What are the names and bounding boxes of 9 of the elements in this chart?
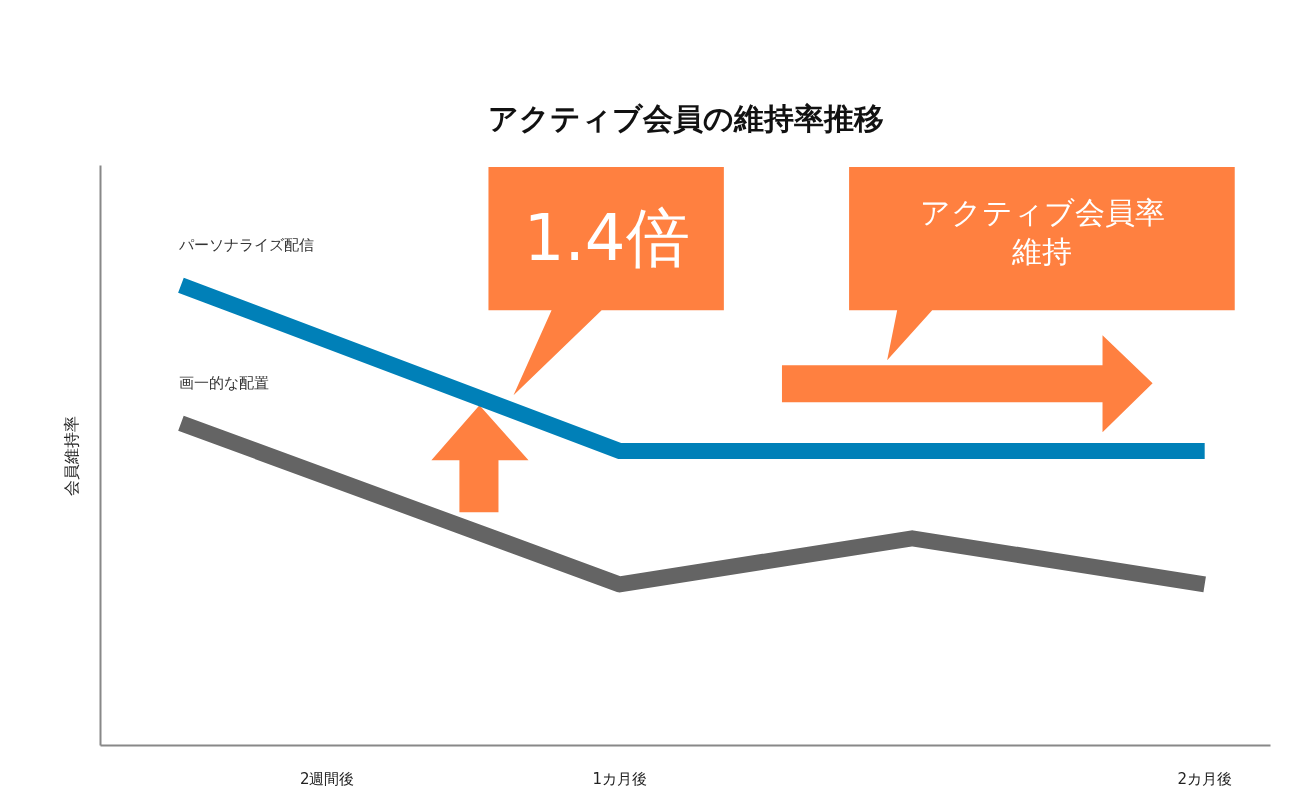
chart-title: アクティブ会員の維持率推移: [487, 100, 884, 136]
text: 1.4倍: [523, 201, 690, 276]
text: 画一的な配置: [178, 374, 269, 393]
y-axis-title: 会員維持率: [61, 415, 81, 496]
x-tick-label: 1カ月後: [592, 769, 647, 788]
text: アクティブ会員率維持: [919, 195, 1165, 269]
x-tick-label: 2カ月後: [1177, 769, 1232, 788]
text: パーソナライズ配信: [177, 236, 314, 255]
x-tick-label: 2週間後: [299, 769, 355, 788]
